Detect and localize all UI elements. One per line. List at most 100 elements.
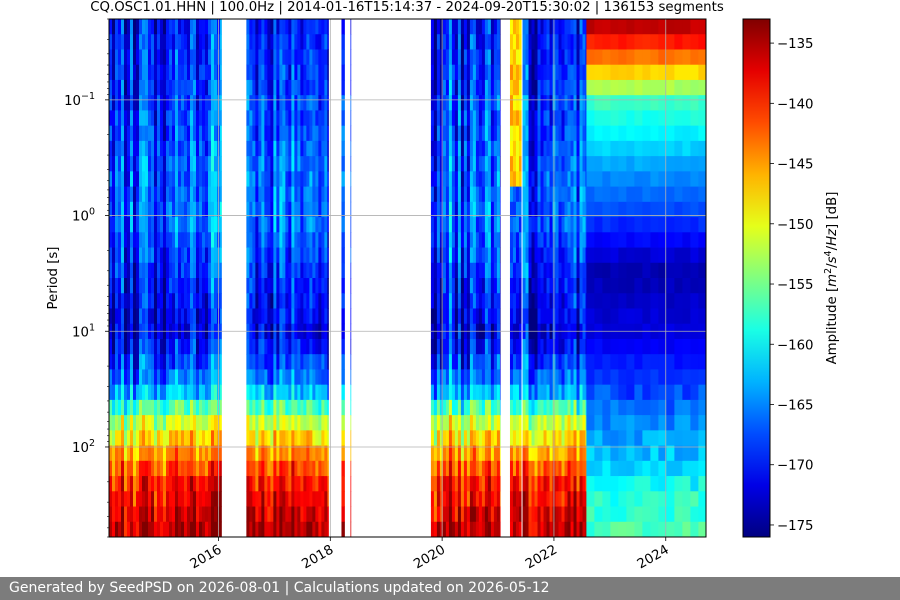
heatmap-cell <box>658 247 667 264</box>
heatmap-cell <box>496 369 501 386</box>
heatmap-cell <box>261 369 265 386</box>
heatmap-cell <box>285 399 289 416</box>
heatmap-cell <box>249 521 253 538</box>
heatmap-cell <box>457 171 462 187</box>
heatmap-cell <box>118 247 122 264</box>
heatmap-cell <box>626 308 635 325</box>
heatmap-cell <box>634 506 643 523</box>
heatmap-cell <box>273 460 277 477</box>
heatmap-cell <box>255 262 259 279</box>
heatmap-cell <box>341 247 345 264</box>
heatmap-cell <box>261 156 265 172</box>
heatmap-cell <box>555 79 559 96</box>
heatmap-cell <box>469 19 474 35</box>
heatmap-cell <box>534 232 538 248</box>
heatmap-cell <box>112 34 116 50</box>
heatmap-cell <box>309 354 313 370</box>
heatmap-cell <box>261 430 265 446</box>
heatmap-cell <box>350 460 352 477</box>
heatmap-cell <box>115 49 119 66</box>
heatmap-cell <box>674 110 683 127</box>
heatmap-cell <box>327 49 329 66</box>
heatmap-cell <box>555 445 559 462</box>
heatmap-cell <box>300 110 304 127</box>
heatmap-cell <box>327 232 329 248</box>
heatmap-cell <box>469 186 474 203</box>
heatmap-cell <box>564 64 568 81</box>
heatmap-cell <box>642 384 651 401</box>
heatmap-cell <box>291 49 295 66</box>
heatmap-cell <box>602 19 611 35</box>
heatmap-cell <box>570 262 574 279</box>
heatmap-cell <box>561 460 565 477</box>
heatmap-cell <box>157 110 161 127</box>
heatmap-cell <box>487 506 492 523</box>
heatmap-cell <box>109 354 113 370</box>
heatmap-cell <box>294 110 298 127</box>
heatmap-cell <box>558 521 562 538</box>
heatmap-cell <box>258 19 262 35</box>
heatmap-cell <box>118 338 122 355</box>
heatmap-cell <box>315 64 319 81</box>
heatmap-cell <box>166 384 170 401</box>
heatmap-cell <box>211 384 215 401</box>
heatmap-cell <box>318 171 322 187</box>
heatmap-cell <box>214 64 218 81</box>
heatmap-cell <box>279 278 283 294</box>
heatmap-cell <box>112 79 116 96</box>
heatmap-cell <box>261 64 265 81</box>
heatmap-cell <box>499 201 501 218</box>
heatmap-cell <box>567 384 571 401</box>
heatmap-cell <box>487 476 492 492</box>
heatmap-cell <box>136 415 140 431</box>
heatmap-cell <box>220 247 222 264</box>
heatmap-cell <box>166 64 170 81</box>
heatmap-cell <box>690 19 699 35</box>
heatmap-cell <box>475 49 480 66</box>
heatmap-cell <box>112 278 116 294</box>
heatmap-cell <box>543 354 547 370</box>
heatmap-cell <box>436 232 441 248</box>
heatmap-cell <box>499 262 501 279</box>
heatmap-cell <box>312 308 316 325</box>
heatmap-cell <box>291 460 295 477</box>
heatmap-cell <box>451 186 456 203</box>
heatmap-cell <box>312 19 316 35</box>
heatmap-cell <box>576 171 580 187</box>
heatmap-cell <box>118 384 122 401</box>
heatmap-cell <box>118 354 122 370</box>
heatmap-cell <box>136 506 140 523</box>
heatmap-cell <box>246 49 250 66</box>
heatmap-cell <box>674 506 683 523</box>
heatmap-cell <box>515 95 520 111</box>
heatmap-cell <box>515 491 520 507</box>
heatmap-cell <box>534 262 538 279</box>
heatmap-cell <box>214 79 218 96</box>
heatmap-cell <box>300 186 304 203</box>
heatmap-cell <box>564 491 568 507</box>
heatmap-cell <box>481 110 486 127</box>
heatmap-cell <box>270 95 274 111</box>
heatmap-cell <box>442 460 447 477</box>
heatmap-cell <box>602 506 611 523</box>
heatmap-cell <box>567 171 571 187</box>
heatmap-cell <box>124 521 128 538</box>
heatmap-cell <box>148 125 152 142</box>
heatmap-cell <box>540 217 544 233</box>
heatmap-cell <box>288 217 292 233</box>
heatmap-cell <box>579 34 583 50</box>
heatmap-cell <box>193 369 197 386</box>
heatmap-cell <box>469 338 474 355</box>
heatmap-cell <box>540 491 544 507</box>
heatmap-cell <box>546 369 550 386</box>
heatmap-cell <box>142 354 146 370</box>
heatmap-cell <box>610 156 619 172</box>
heatmap-cell <box>205 186 209 203</box>
heatmap-cell <box>515 232 520 248</box>
heatmap-cell <box>682 201 691 218</box>
heatmap-cell <box>439 415 444 431</box>
heatmap-cell <box>531 201 535 218</box>
heatmap-cell <box>282 460 286 477</box>
heatmap-cell <box>294 201 298 218</box>
heatmap-cell <box>567 79 571 96</box>
